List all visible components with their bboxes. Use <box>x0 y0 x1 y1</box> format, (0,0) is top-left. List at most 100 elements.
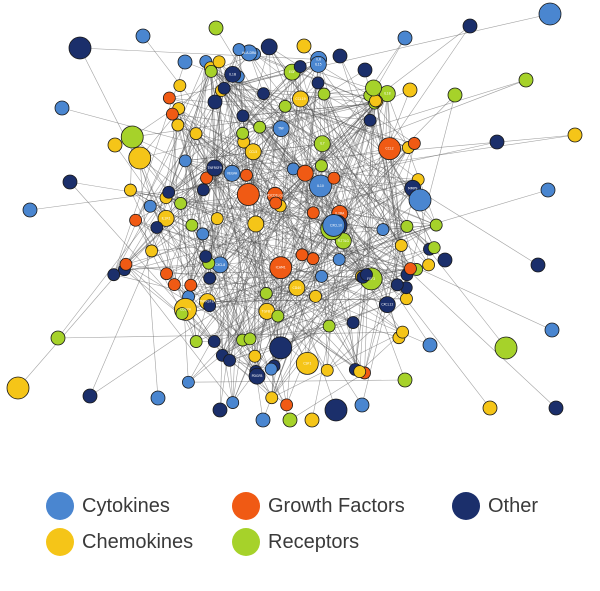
node-label: PDGFB <box>252 374 263 378</box>
network-edge <box>113 61 207 275</box>
node-label: EGF <box>289 70 295 74</box>
network-node <box>482 400 498 416</box>
network-edge <box>142 35 314 259</box>
network-node <box>236 109 250 123</box>
node-label: CD40 <box>293 286 302 290</box>
network-node <box>365 79 382 97</box>
network-node <box>400 292 413 306</box>
network-edge <box>382 93 388 230</box>
network-edge <box>322 143 430 250</box>
legend-label-growth-factors: Growth Factors <box>268 494 405 517</box>
network-edge <box>139 157 159 399</box>
network-node <box>376 223 390 236</box>
network-edge <box>174 133 197 285</box>
network-edge <box>273 188 413 367</box>
network-node <box>396 325 409 339</box>
network-edge <box>177 124 402 246</box>
network-edge <box>166 189 204 274</box>
legend-label-receptors: Receptors <box>268 530 360 553</box>
network-node <box>120 125 144 149</box>
network-node <box>178 154 192 168</box>
network-node <box>232 43 246 56</box>
network-node <box>538 2 562 26</box>
network-node <box>157 209 175 227</box>
network-edge <box>323 93 411 269</box>
network-edge <box>229 360 272 370</box>
network-node <box>128 146 152 170</box>
network-node <box>530 257 546 273</box>
network-node <box>124 183 137 197</box>
network-node <box>397 372 413 388</box>
network-edge <box>169 97 371 121</box>
network-node <box>171 118 185 132</box>
network-edge <box>376 101 398 285</box>
network-edge <box>322 143 446 261</box>
legend-label-cytokines: Cytokines <box>82 494 170 517</box>
network-edge <box>339 213 491 409</box>
network-node <box>363 113 377 127</box>
network-edge <box>339 259 408 276</box>
node-label: CXCL8 <box>215 263 225 267</box>
network-edge <box>328 143 415 327</box>
network-node <box>196 227 210 241</box>
network-node <box>257 87 270 100</box>
network-node <box>203 271 217 285</box>
network-node <box>200 171 213 185</box>
network-edge <box>266 240 344 312</box>
network-node <box>296 38 312 54</box>
network-edge <box>214 341 256 372</box>
network-edge <box>188 259 340 383</box>
network-node <box>394 239 408 252</box>
network-node <box>544 322 560 338</box>
network-node <box>369 94 382 108</box>
network-edge <box>318 64 370 96</box>
network-node <box>315 159 328 173</box>
network-edge <box>172 113 363 406</box>
network-edge <box>125 264 272 398</box>
network-edge <box>301 59 319 255</box>
network-edge <box>191 205 281 226</box>
network-node <box>304 412 320 428</box>
network-edge <box>301 212 314 255</box>
network-node <box>400 220 414 233</box>
network-node <box>295 351 319 375</box>
node-label: VEGFA <box>227 171 238 175</box>
network-node <box>236 126 250 140</box>
network-node <box>6 376 30 400</box>
node-label: IL15 <box>315 62 322 66</box>
network-edge <box>232 74 247 176</box>
node-label: HLA-DRA <box>242 51 257 55</box>
network-edge <box>255 101 378 372</box>
network-edge <box>89 267 281 397</box>
network-node <box>181 375 195 389</box>
network-edge <box>386 93 398 285</box>
network-node <box>204 65 218 78</box>
network-edge <box>364 179 419 374</box>
network-node <box>269 196 283 210</box>
network-node <box>320 363 334 377</box>
network-node <box>62 174 78 190</box>
network-node <box>567 127 583 143</box>
node-label: CXCL10 <box>330 224 342 228</box>
network-edge <box>69 181 230 361</box>
network-edge <box>207 298 407 302</box>
network-edge <box>328 87 374 327</box>
legend-item-chemokines: Chemokines <box>46 528 193 556</box>
network-edge <box>113 213 340 275</box>
network-edge <box>208 76 239 264</box>
network-node <box>177 54 193 70</box>
network-edge <box>229 72 293 361</box>
network-edge <box>293 79 527 170</box>
network-edge <box>242 226 408 341</box>
node-label: CCL5 <box>249 150 257 154</box>
network-edge <box>132 102 375 138</box>
node-label: CD274 <box>180 307 191 311</box>
network-node <box>173 79 187 93</box>
network-node <box>422 337 438 353</box>
network-node <box>54 100 70 116</box>
network-node <box>203 299 217 313</box>
network-edge <box>238 76 430 250</box>
network-node <box>247 215 265 233</box>
other-swatch-icon <box>452 492 480 520</box>
network-node <box>272 120 290 138</box>
